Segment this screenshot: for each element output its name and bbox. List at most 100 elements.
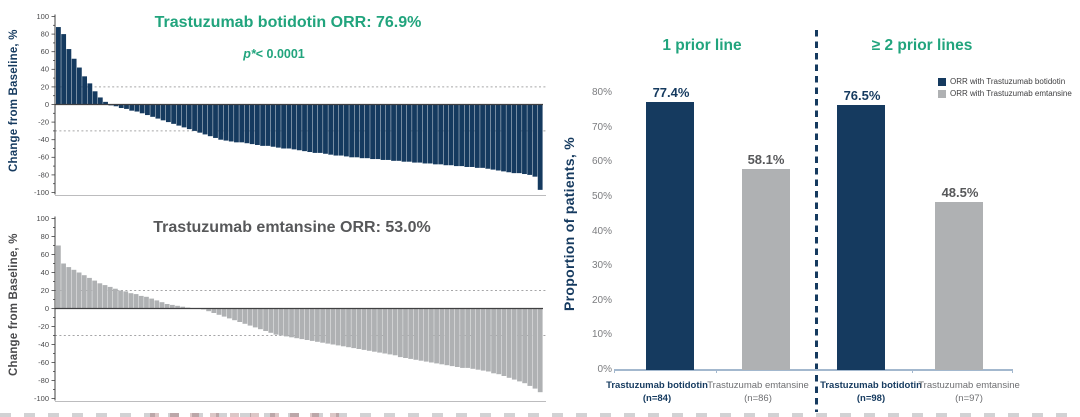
legend-row: ORR with Trastuzumab emtansine: [938, 89, 1078, 99]
waterfall-bar: [164, 304, 170, 309]
y-tick-label: 20: [41, 286, 49, 295]
waterfall-bar: [403, 308, 408, 358]
waterfall-bar: [351, 308, 357, 349]
waterfall-bar: [307, 104, 313, 153]
waterfall-bar: [418, 308, 424, 361]
waterfall-bar: [366, 308, 372, 351]
waterfall-bar: [150, 104, 156, 117]
waterfall-bar: [118, 104, 124, 109]
x-axis-boundary-tick: [912, 369, 914, 373]
waterfall-bar: [359, 104, 365, 159]
waterfall-bar: [315, 308, 320, 342]
y-tick-label: -60: [38, 153, 49, 162]
waterfall-bar: [532, 308, 538, 389]
waterfall-bar: [87, 83, 93, 105]
pct-tick-label: 40%: [591, 225, 612, 237]
waterfall-bar: [159, 302, 165, 309]
waterfall-bar: [320, 308, 325, 343]
legend-label: ORR with Trastuzumab emtansine: [950, 89, 1072, 98]
waterfall-bar: [448, 104, 454, 166]
legend-swatch-emtansine: [938, 90, 946, 98]
waterfall-bar: [537, 308, 543, 393]
waterfall-bar: [278, 308, 284, 336]
waterfall-bar: [406, 104, 412, 162]
waterfall-bar: [181, 104, 187, 128]
waterfall-bar: [429, 308, 434, 363]
waterfall-bar: [537, 104, 543, 190]
waterfall-bar: [223, 104, 229, 141]
cropped-text-artifact: [0, 413, 1080, 417]
bar-n-label: (n=84): [642, 393, 672, 404]
bar-x-label: Trastuzumab botidotin: [820, 380, 922, 391]
pct-tick-label: 60%: [591, 156, 612, 168]
waterfall-bar: [213, 104, 218, 138]
waterfall-bar: [454, 308, 460, 367]
waterfall-bar: [356, 308, 362, 349]
waterfall-bar: [328, 104, 334, 155]
waterfall-bar: [459, 104, 465, 167]
waterfall-bar: [160, 104, 166, 121]
bar-x-label: Trastuzumab emtansine: [707, 380, 809, 391]
waterfall-bar: [333, 104, 339, 156]
orr-bar-botidotin: [646, 102, 694, 370]
waterfall-bar: [464, 104, 470, 167]
bar-n-label: (n=97): [955, 393, 983, 404]
y-tick-label: 0: [45, 304, 49, 313]
waterfall-bar: [234, 104, 239, 143]
waterfall-bar: [283, 308, 289, 337]
waterfall-bar: [517, 308, 522, 382]
y-tick-label: -20: [38, 322, 49, 331]
waterfall-bar: [325, 308, 331, 344]
y-tick-label: 80: [41, 30, 49, 39]
waterfall-botidotin-title: Trastuzumab botidotin ORR: 76.9%: [154, 14, 422, 31]
p-value-rest: < 0.0001: [255, 47, 305, 61]
waterfall-bar: [444, 308, 450, 366]
waterfall-bar: [344, 104, 349, 157]
waterfall-bar: [145, 104, 150, 116]
waterfall-bar: [107, 286, 113, 309]
waterfall-bar: [408, 308, 414, 359]
bar-value-label: 58.1%: [747, 151, 785, 167]
waterfall-bar: [144, 296, 149, 309]
y-tick-label: 100: [36, 12, 49, 21]
waterfall-bar: [87, 277, 92, 309]
waterfall-bar: [221, 308, 227, 317]
waterfall-bar: [92, 91, 98, 105]
waterfall-bar: [291, 104, 297, 150]
waterfall-bar: [382, 308, 388, 354]
waterfall-bar: [372, 308, 377, 352]
waterfall-bar: [252, 308, 258, 328]
waterfall-bar: [165, 104, 171, 123]
legend-row: ORR with Trastuzumab botidotin: [938, 77, 1078, 87]
waterfall-bar: [102, 285, 108, 309]
waterfall-bar: [309, 308, 315, 341]
waterfall-bar: [56, 245, 61, 309]
waterfall-bar: [92, 280, 98, 309]
pct-tick-label: 70%: [591, 121, 612, 133]
waterfall-bar: [532, 104, 538, 177]
bar-x-label: Trastuzumab botidotin: [606, 380, 708, 391]
waterfall-bar: [180, 306, 186, 309]
waterfall-bar: [206, 308, 212, 312]
waterfall-bar: [474, 104, 480, 168]
pct-tick-label: 0%: [597, 364, 612, 375]
waterfall-bar: [61, 34, 67, 105]
waterfall-bar: [527, 308, 533, 386]
waterfall-bar: [354, 104, 360, 158]
waterfall-bar: [192, 104, 197, 131]
pct-tick-label: 50%: [591, 191, 612, 202]
waterfall-bar: [254, 104, 260, 145]
waterfall-bar: [76, 272, 82, 309]
waterfall-bar: [237, 308, 243, 322]
waterfall-bar: [323, 104, 328, 154]
waterfall-bar: [118, 290, 123, 309]
waterfall-bar: [480, 308, 486, 371]
x-axis-boundary-tick: [716, 369, 718, 373]
waterfall-bar: [66, 267, 72, 309]
bar-n-label: (n=98): [856, 393, 886, 404]
y-tick-label: 60: [41, 47, 49, 56]
waterfall-bar: [113, 104, 119, 107]
waterfall-bar: [460, 308, 465, 368]
p-value-annotation: p*< 0.0001: [243, 47, 305, 61]
y-tick-label: -80: [38, 376, 49, 385]
